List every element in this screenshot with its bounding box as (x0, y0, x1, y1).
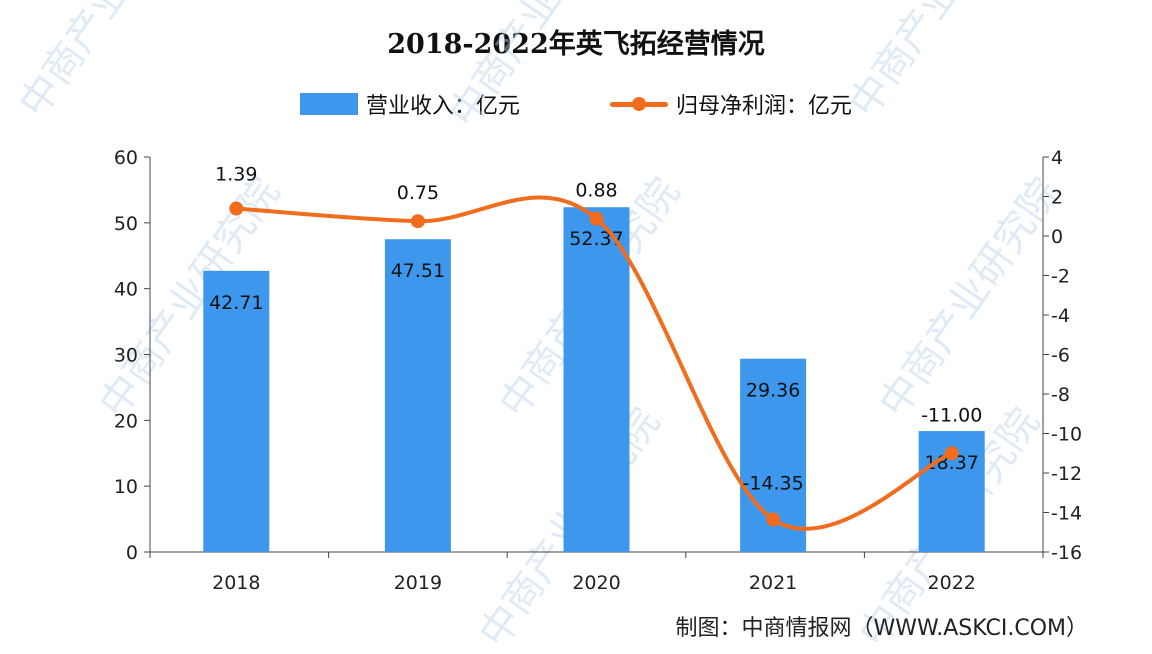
line-label: -14.35 (742, 472, 803, 494)
line-label: 0.88 (575, 180, 617, 202)
x-tick-label: 2020 (572, 572, 620, 594)
bar-2020 (563, 207, 630, 552)
bar-label: 29.36 (746, 380, 800, 402)
right-tick-label: 4 (1051, 147, 1063, 169)
line-point-2019 (410, 214, 425, 229)
left-tick-label: 60 (114, 147, 138, 169)
left-tick-label: 20 (114, 410, 138, 432)
left-tick-label: 50 (114, 213, 138, 235)
legend-swatch-bar (299, 93, 358, 115)
right-tick-label: -8 (1051, 384, 1070, 406)
legend-item-revenue: 营业收入：亿元 (299, 88, 520, 120)
x-tick-label: 2022 (928, 572, 976, 594)
profit-line (234, 195, 954, 531)
right-tick-label: -12 (1051, 463, 1082, 485)
line-label: 0.75 (397, 182, 439, 204)
x-tick-label: 2019 (394, 572, 442, 594)
chart-title: 2018-2022年英飞拓经营情况 (387, 29, 765, 60)
right-tick-label: -14 (1051, 503, 1082, 525)
left-tick-label: 40 (114, 279, 138, 301)
bar-label: 42.71 (209, 292, 263, 314)
line-point-2018 (229, 201, 244, 216)
bar-label: 47.51 (391, 260, 445, 282)
watermark-text: 中商产业研究院 (841, 0, 1039, 126)
legend-swatch-line (610, 93, 668, 115)
bar-2018 (203, 270, 270, 552)
right-tick-label: -6 (1051, 345, 1070, 367)
legend-label: 营业收入：亿元 (365, 94, 520, 119)
watermark-text: 中商产业研究院 (11, 0, 209, 126)
line-label: 1.39 (215, 164, 257, 186)
x-tick-label: 2018 (212, 572, 260, 594)
legend-label: 归母净利润：亿元 (676, 94, 853, 119)
line-point-2020 (589, 211, 604, 226)
bar-2019 (384, 239, 451, 552)
left-tick-label: 30 (114, 345, 138, 367)
line-point-2021 (766, 512, 781, 527)
left-tick-label: 0 (126, 542, 138, 564)
source-note: 制图：中商情报网（WWW.ASKCI.COM） (675, 616, 1088, 641)
watermark-text: 中商产业研究院 (441, 0, 639, 136)
legend-item-profit: 归母净利润：亿元 (610, 88, 852, 120)
right-tick-label: 2 (1051, 187, 1063, 209)
left-tick-label: 10 (114, 476, 138, 498)
line-point-2022 (944, 446, 959, 461)
legend: 营业收入：亿元 归母净利润：亿元 (0, 88, 1152, 120)
right-tick-label: 0 (1051, 226, 1063, 248)
right-tick-label: -10 (1051, 424, 1082, 446)
line-label: -11.00 (921, 404, 982, 426)
right-tick-label: -4 (1051, 305, 1070, 327)
right-tick-label: -16 (1051, 542, 1082, 564)
right-tick-label: -2 (1051, 266, 1070, 288)
watermark-text: 中商产业研究院 (871, 170, 1069, 426)
x-tick-label: 2021 (749, 572, 797, 594)
bar-label: 18.37 (924, 452, 978, 474)
